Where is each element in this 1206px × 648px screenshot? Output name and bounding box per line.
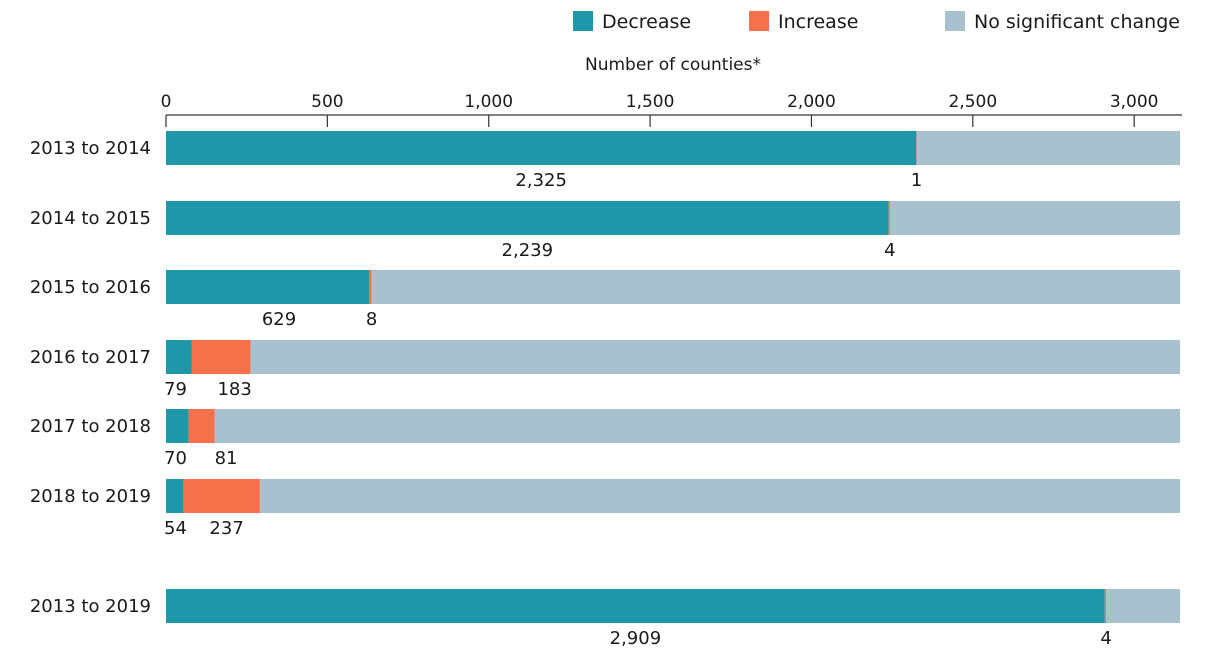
- data-label-decrease: 2,325: [515, 170, 567, 191]
- bars: [166, 131, 1181, 623]
- data-label-increase: 81: [215, 448, 238, 469]
- legend-label-no-change: No significant change: [974, 11, 1180, 33]
- data-label-increase: 183: [217, 379, 251, 400]
- legend-swatch-increase: [749, 11, 769, 31]
- bar-no-significant-change: [1106, 589, 1180, 623]
- x-tick-label: 3,000: [1110, 92, 1159, 112]
- legend-swatch-no-change: [945, 11, 965, 31]
- data-label-decrease: 629: [262, 309, 296, 330]
- category-label: 2018 to 2019: [30, 486, 151, 507]
- bar-increase: [191, 340, 251, 374]
- bar-decrease: [166, 589, 1105, 623]
- bar-decrease: [166, 270, 369, 304]
- data-label-decrease: 2,909: [610, 628, 662, 648]
- bar-no-significant-change: [916, 131, 1180, 165]
- legend-label-decrease: Decrease: [602, 11, 691, 33]
- bar-decrease: [166, 409, 189, 443]
- x-tick-label: 2,000: [787, 92, 836, 112]
- bar-increase: [188, 409, 215, 443]
- bar-decrease: [166, 201, 889, 235]
- bar-no-significant-change: [250, 340, 1181, 374]
- x-tick-label: 1,000: [464, 92, 513, 112]
- category-label: 2014 to 2015: [30, 208, 151, 229]
- legend: Decrease Increase No significant change: [573, 11, 1180, 33]
- x-tick-label: 0: [161, 92, 172, 112]
- bar-no-significant-change: [371, 270, 1180, 304]
- data-labels: 2,325 1 2,239 4 629 8 79 183 70 81 54 237 2,909 4: [164, 170, 1112, 648]
- x-axis-title: Number of counties*: [585, 55, 761, 75]
- bar-no-significant-change: [889, 201, 1180, 235]
- bar-increase: [1104, 589, 1107, 623]
- legend-label-increase: Increase: [778, 11, 858, 33]
- legend-swatch-decrease: [573, 11, 593, 31]
- data-label-decrease: 79: [164, 379, 187, 400]
- data-label-increase: 237: [209, 518, 243, 539]
- category-labels: 2013 to 2014 2014 to 2015 2015 to 2016 2016…: [30, 138, 151, 617]
- bar-increase: [888, 201, 890, 235]
- x-tick-label: 2,500: [948, 92, 997, 112]
- bar-increase: [183, 479, 260, 513]
- x-axis: 0 500 1,000 1,500 2,000 2,500 3,000: [161, 92, 1182, 127]
- bar-increase: [368, 270, 372, 304]
- data-label-decrease: 2,239: [502, 240, 554, 261]
- category-label: 2015 to 2016: [30, 277, 151, 298]
- data-label-increase: 8: [366, 309, 377, 330]
- category-label: 2017 to 2018: [30, 416, 151, 437]
- bar-decrease: [166, 479, 184, 513]
- data-label-decrease: 70: [164, 448, 187, 469]
- category-label: 2016 to 2017: [30, 347, 151, 368]
- bar-decrease: [166, 340, 192, 374]
- bar-no-significant-change: [214, 409, 1180, 443]
- category-label: 2013 to 2014: [30, 138, 151, 159]
- data-label-increase: 4: [884, 240, 895, 261]
- bar-no-significant-change: [259, 479, 1180, 513]
- x-tick-label: 500: [311, 92, 343, 112]
- x-tick-label: 1,500: [626, 92, 675, 112]
- bar-decrease: [166, 131, 917, 165]
- data-label-increase: 1: [911, 170, 922, 191]
- category-label: 2013 to 2019: [30, 596, 151, 617]
- data-label-increase: 4: [1100, 628, 1111, 648]
- data-label-decrease: 54: [164, 518, 187, 539]
